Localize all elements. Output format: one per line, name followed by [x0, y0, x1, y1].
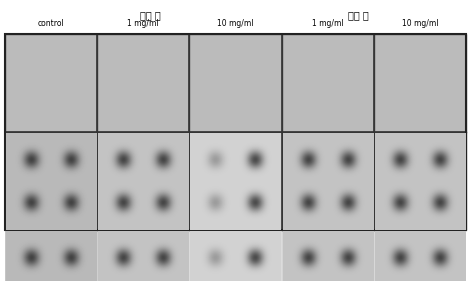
- Text: 1 mg/ml: 1 mg/ml: [127, 19, 159, 28]
- Bar: [5, 34, 466, 230]
- Text: 천궁 에탄올: 천궁 에탄올: [341, 270, 374, 280]
- Bar: [5, 132, 97, 230]
- Text: 1 mg/ml: 1 mg/ml: [312, 19, 344, 28]
- Text: control: control: [38, 19, 64, 28]
- Text: DMSO 1%: DMSO 1%: [32, 236, 70, 245]
- Bar: [189, 132, 282, 230]
- Bar: [97, 230, 189, 281]
- Bar: [97, 132, 189, 230]
- Bar: [5, 34, 466, 230]
- Text: 10 mg/ml: 10 mg/ml: [217, 19, 254, 28]
- Text: 10 mg/ml: 10 mg/ml: [402, 19, 439, 28]
- Text: 1 mg/ml: 1 mg/ml: [312, 236, 344, 245]
- Bar: [5, 34, 466, 230]
- Text: 10 mg/ml: 10 mg/ml: [217, 236, 254, 245]
- Bar: [282, 230, 374, 281]
- Bar: [282, 132, 374, 230]
- Text: 천궁 물: 천궁 물: [348, 10, 368, 20]
- Text: 10 mg/ml: 10 mg/ml: [402, 236, 439, 245]
- Bar: [374, 132, 466, 230]
- Bar: [5, 230, 97, 281]
- Bar: [374, 230, 466, 281]
- Bar: [189, 230, 282, 281]
- Text: 1 mg/ml: 1 mg/ml: [127, 236, 159, 245]
- Text: 황련 에탄올: 황련 에탄올: [134, 270, 167, 280]
- Text: 황련 물: 황련 물: [140, 10, 161, 20]
